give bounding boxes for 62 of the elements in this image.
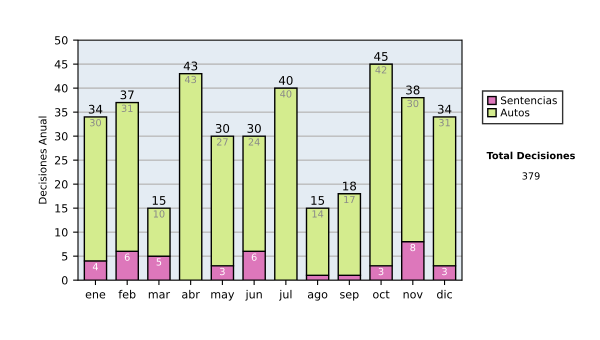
total-label: 15 xyxy=(311,196,324,205)
total-label: 30 xyxy=(248,124,261,133)
data-label: 40 xyxy=(280,90,292,98)
data-label: 6 xyxy=(252,253,257,261)
bar xyxy=(338,193,362,276)
x-tick-label: nov xyxy=(404,292,423,298)
y-tick-label: 0 xyxy=(62,276,68,285)
y-tick-label: 40 xyxy=(54,84,68,93)
x-tick-label: jul xyxy=(279,290,292,301)
data-label: 31 xyxy=(439,119,450,126)
text: Total Decisiones xyxy=(486,152,575,160)
y-tick-label: 10 xyxy=(55,228,68,237)
x-tick-label: abr xyxy=(182,290,200,298)
x-tick-label: jun xyxy=(245,290,262,301)
data-label: 31 xyxy=(122,104,132,112)
y-tick-label: 20 xyxy=(54,180,68,189)
data-label: 30 xyxy=(407,100,418,108)
data-label: 24 xyxy=(248,138,260,146)
y-tick-label: 5 xyxy=(62,252,68,261)
y-axis-title: Decisiones Anual xyxy=(38,116,47,204)
data-label: 42 xyxy=(375,66,386,74)
x-tick-label: ago xyxy=(308,292,328,301)
y-tick-label: 35 xyxy=(54,108,68,117)
legend-label: Autos xyxy=(500,108,530,116)
data-label: 3 xyxy=(442,268,447,276)
total-label: 30 xyxy=(216,124,230,133)
x-tick-label: feb xyxy=(118,290,136,298)
total-label: 34 xyxy=(88,104,102,114)
data-label: 27 xyxy=(216,138,228,146)
data-label: 8 xyxy=(410,244,416,252)
y-tick-label: 45 xyxy=(54,60,68,69)
total-label: 34 xyxy=(438,104,452,114)
data-label: 30 xyxy=(90,119,101,126)
data-label: 3 xyxy=(220,268,225,276)
data-label: 5 xyxy=(156,258,162,266)
data-label: 6 xyxy=(124,253,130,261)
total-label: 43 xyxy=(184,62,198,70)
data-label: 14 xyxy=(312,210,324,218)
x-tick-label: may xyxy=(211,292,234,301)
y-tick-label: 25 xyxy=(54,156,68,165)
bar xyxy=(306,207,330,276)
total-label: 37 xyxy=(120,90,134,100)
legend-label: Sentencias xyxy=(500,96,557,104)
x-tick-label: oct xyxy=(373,290,390,298)
total-label: 40 xyxy=(278,76,293,85)
total-label: 15 xyxy=(152,196,166,205)
x-tick-label: sep xyxy=(340,292,359,301)
data-label: 17 xyxy=(344,196,355,204)
data-label: 10 xyxy=(154,210,164,218)
y-tick-label: 15 xyxy=(55,204,68,213)
data-label: 3 xyxy=(378,268,384,276)
x-tick-label: mar xyxy=(148,292,170,298)
y-tick-label: 50 xyxy=(54,36,68,44)
total-label: 45 xyxy=(374,52,388,61)
total-label: 38 xyxy=(406,86,420,94)
total-label: 18 xyxy=(343,182,356,190)
x-tick-label: dic xyxy=(437,290,452,298)
y-tick-label: 30 xyxy=(54,132,68,141)
data-label: 43 xyxy=(184,76,196,84)
text: 379 xyxy=(522,172,540,180)
data-label: 4 xyxy=(92,263,98,270)
x-tick-label: ene xyxy=(86,292,106,298)
